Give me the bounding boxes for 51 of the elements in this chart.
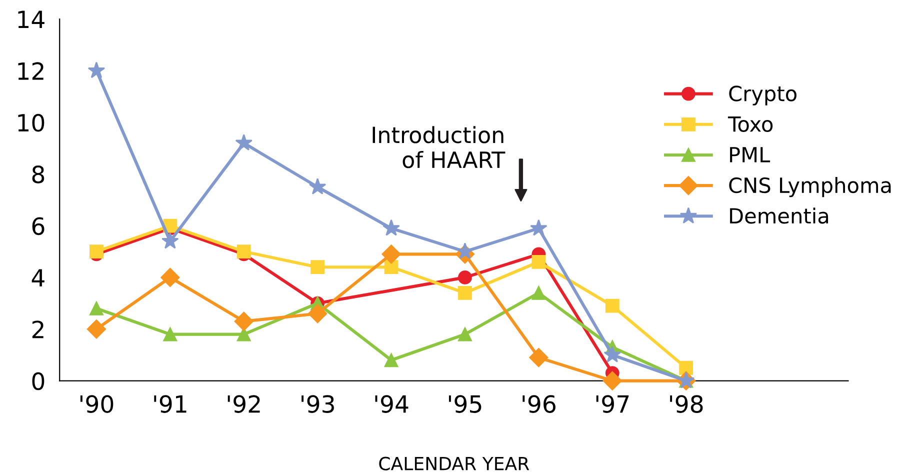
point <box>458 270 472 284</box>
x-tick-label: '94 <box>375 395 408 413</box>
point <box>382 219 400 236</box>
point <box>382 244 401 264</box>
x-tick-label: '95 <box>448 395 482 413</box>
point <box>458 286 472 300</box>
point <box>310 260 325 274</box>
point <box>532 286 546 300</box>
x-tick-label: '96 <box>522 395 556 413</box>
legend-label: Dementia <box>730 208 828 224</box>
x-tick-label: '98 <box>670 395 703 413</box>
point <box>308 304 328 324</box>
x-tick-label: '92 <box>228 395 260 413</box>
x-tick-label: '91 <box>154 395 186 413</box>
y-tick-label: 14 <box>18 10 44 28</box>
point <box>532 254 546 269</box>
point <box>602 371 622 390</box>
annotation: Introduction of HAART <box>372 126 506 168</box>
legend-label: CNS Lymphoma <box>729 177 891 198</box>
x-tick-label: '97 <box>596 395 629 413</box>
point <box>236 244 251 259</box>
point <box>679 360 694 375</box>
y-tick-label: 2 <box>32 320 44 338</box>
point <box>458 327 472 342</box>
point <box>529 348 548 368</box>
legend-label: Toxo <box>728 116 773 132</box>
legend-label: Crypto <box>729 86 796 106</box>
y-tick-label: 12 <box>18 62 44 80</box>
y-tick-label: 10 <box>18 114 44 132</box>
point <box>160 268 180 287</box>
point <box>530 219 548 236</box>
point <box>384 353 398 368</box>
y-tick-label: 8 <box>32 166 44 184</box>
point <box>605 298 620 313</box>
y-tick-label: 0 <box>32 372 44 390</box>
point <box>163 327 178 342</box>
point <box>88 62 106 78</box>
legend-label: PML <box>730 147 770 162</box>
point <box>90 302 104 316</box>
x-tick-label: '93 <box>302 395 334 413</box>
point <box>234 312 254 331</box>
y-tick-label: 6 <box>32 217 44 236</box>
point <box>86 320 106 339</box>
x-axis-title: CALENDAR YEAR <box>379 456 530 470</box>
x-tick-label: '90 <box>80 395 114 413</box>
y-tick-label: 4 <box>32 269 44 286</box>
point <box>235 134 252 151</box>
point <box>604 346 621 362</box>
point <box>308 178 326 194</box>
point <box>162 232 179 249</box>
point <box>384 260 398 274</box>
